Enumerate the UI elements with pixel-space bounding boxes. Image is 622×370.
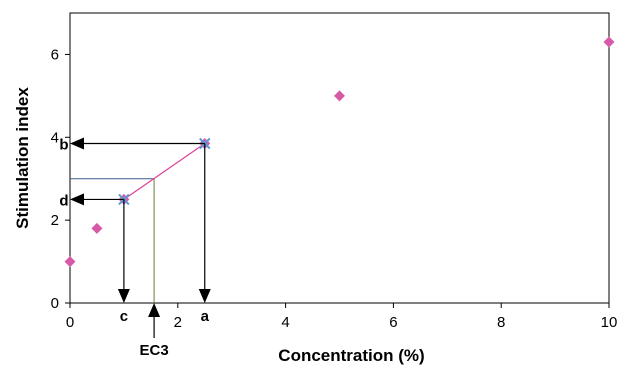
annotation-b: b: [59, 137, 68, 154]
arrow-d: [70, 193, 124, 206]
arrow-ec3-head: [148, 303, 161, 317]
axes: 0 2 4 6 8 10 0 2 4 6: [51, 12, 618, 331]
annotation-a: a: [201, 308, 210, 325]
plot-frame: [69, 12, 610, 304]
arrow-ec3: [148, 303, 161, 338]
data-point-5: [603, 36, 615, 48]
arrows: [70, 137, 211, 338]
arrow-d-head: [70, 193, 84, 206]
arrow-a-head: [198, 289, 211, 303]
interpolation-line: [123, 143, 206, 200]
arrow-c-head: [117, 289, 130, 303]
guide-lines: [70, 143, 206, 303]
arrow-c: [117, 199, 130, 303]
x-axis-label: Concentration (%): [278, 346, 424, 365]
y-tick-label: 2: [51, 212, 59, 229]
arrow-a: [198, 143, 211, 303]
x-tick-label: 6: [389, 314, 397, 331]
x-tick-label: 2: [174, 314, 182, 331]
data-point-4: [334, 90, 345, 102]
arrow-b: [70, 137, 205, 150]
x-tick-label: 10: [601, 314, 618, 331]
data-point-1: [91, 222, 103, 234]
y-tick-label: 6: [51, 46, 59, 63]
annotation-d: d: [59, 192, 68, 209]
arrow-b-head: [70, 137, 84, 150]
data-points: [64, 36, 615, 268]
x-tick-label: 4: [281, 314, 289, 331]
x-tick-label: 8: [497, 314, 505, 331]
annotation-ec3: EC3: [139, 342, 168, 359]
y-tick-label: 0: [51, 295, 59, 312]
data-point-0: [64, 256, 76, 268]
y-tick-label: 4: [51, 129, 59, 146]
y-axis-label: Stimulation index: [13, 87, 32, 229]
x-tick-label: 0: [66, 314, 74, 331]
annotation-c: c: [120, 308, 128, 325]
